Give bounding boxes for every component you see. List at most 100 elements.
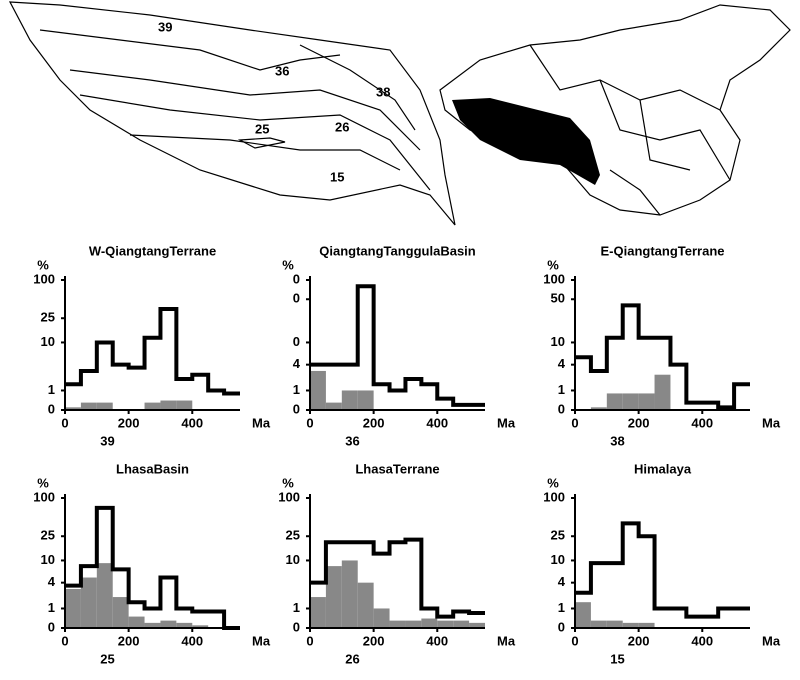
x-tick-label: 0 [571, 415, 578, 430]
x-tick-label: 0 [306, 633, 313, 648]
bar [80, 402, 97, 410]
chart-title: LhasaTerrane [355, 461, 439, 476]
x-tick-label: 0 [571, 633, 578, 648]
y-tick-label: 25 [551, 528, 565, 543]
bar [80, 577, 97, 628]
y-tick-label: 100 [543, 271, 565, 286]
x-tick-label: 200 [118, 633, 140, 648]
bar [606, 620, 623, 628]
x-tick-label: 200 [363, 633, 385, 648]
x-axis-label: Ma [497, 633, 516, 648]
chart-title: W-QiangtangTerrane [89, 243, 216, 258]
y-axis-label: % [282, 257, 294, 272]
y-tick-label: 10 [286, 552, 300, 567]
x-tick-label: 200 [363, 415, 385, 430]
bar [176, 400, 193, 410]
y-tick-label: 10 [41, 334, 55, 349]
y-tick-label: 4 [48, 574, 56, 589]
step-line [310, 284, 485, 407]
x-axis-label: Ma [762, 633, 781, 648]
y-axis-label: % [282, 475, 294, 490]
map-line [237, 137, 286, 149]
x-tick-label: 400 [426, 415, 448, 430]
bar [590, 407, 607, 410]
chart-caption: 38 [610, 433, 624, 448]
tibet-region [452, 98, 600, 185]
bar [575, 602, 591, 628]
bar [373, 608, 390, 628]
y-tick-label: 4 [558, 356, 566, 371]
bar [128, 616, 145, 628]
y-tick-label: 25 [41, 310, 55, 325]
y-tick-label: 1 [293, 382, 300, 397]
x-tick-label: 400 [426, 633, 448, 648]
y-tick-label: 0 [293, 401, 300, 416]
bar [160, 400, 177, 410]
map-line [39, 29, 341, 71]
map-label: 38 [376, 84, 390, 99]
y-tick-label: 1 [293, 600, 300, 615]
bar [437, 620, 454, 628]
bar [606, 393, 623, 410]
y-tick-label: 1 [558, 382, 565, 397]
bar [325, 402, 342, 410]
y-tick-label: 0 [293, 619, 300, 634]
x-tick-label: 200 [118, 415, 140, 430]
y-tick-label: 100 [543, 489, 565, 504]
x-tick-label: 400 [181, 633, 203, 648]
map-label: 39 [158, 19, 172, 34]
bar [160, 620, 177, 628]
y-tick-label: 0 [558, 401, 565, 416]
bar [357, 582, 374, 628]
map-line [69, 69, 421, 151]
x-tick-label: 200 [628, 415, 650, 430]
bar [622, 622, 639, 628]
x-tick-label: 400 [691, 415, 713, 430]
step-line [65, 505, 240, 630]
y-axis-label: % [547, 475, 559, 490]
y-tick-label: 0 [48, 401, 55, 416]
chart-caption: 36 [345, 433, 359, 448]
chart-caption: 39 [100, 433, 114, 448]
bar [357, 390, 374, 410]
bar [65, 588, 81, 628]
bar [638, 622, 655, 628]
y-tick-label: 100 [278, 489, 300, 504]
bar [389, 620, 406, 628]
map-line [129, 134, 401, 171]
bar [638, 393, 655, 410]
y-tick-label: 25 [41, 528, 55, 543]
y-tick-label: 0 [558, 619, 565, 634]
y-tick-label: 50 [551, 291, 565, 306]
bar [421, 618, 438, 628]
x-axis-label: Ma [497, 415, 516, 430]
y-tick-label: 0 [293, 271, 300, 286]
chart-title: E-QiangtangTerrane [600, 243, 724, 258]
step-line [310, 537, 485, 619]
y-axis-label: % [37, 475, 49, 490]
bar [112, 597, 129, 628]
bar [325, 566, 342, 628]
bar [144, 622, 161, 628]
y-tick-label: 100 [33, 271, 55, 286]
y-tick-label: 1 [48, 600, 55, 615]
x-tick-label: 0 [61, 415, 68, 430]
y-tick-label: 4 [558, 574, 566, 589]
chart-caption: 15 [610, 651, 624, 666]
chart-title: LhasaBasin [116, 461, 189, 476]
bar [310, 597, 326, 628]
x-tick-label: 400 [691, 633, 713, 648]
bar [469, 622, 485, 628]
y-tick-label: 4 [293, 356, 301, 371]
y-axis-label: % [547, 257, 559, 272]
map-outline [8, 1, 456, 226]
bar [96, 402, 113, 410]
x-axis-label: Ma [762, 415, 781, 430]
bar [590, 620, 607, 628]
bar [65, 407, 81, 410]
bar [341, 390, 358, 410]
step-line [575, 303, 750, 410]
bar [654, 374, 671, 410]
chart-title: QiangtangTanggulaBasin [319, 243, 476, 258]
map-line [609, 99, 691, 216]
